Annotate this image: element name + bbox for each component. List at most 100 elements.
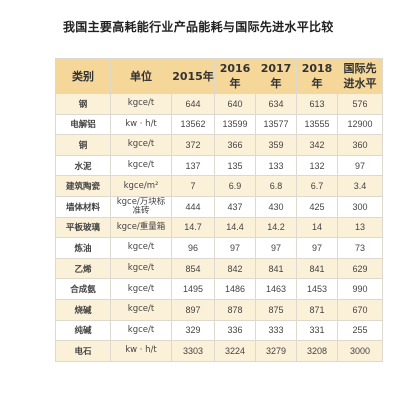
value-2016: 842 xyxy=(214,257,256,280)
table-row: 炼油 kgce/t 96 97 97 97 73 xyxy=(55,237,383,259)
row-unit: kw · h/t xyxy=(110,113,172,136)
value-international: 629 xyxy=(337,257,383,280)
table-row: 纯碱 kgce/t 329 336 333 331 255 xyxy=(55,319,383,342)
table-row: 墙体材料 kgce/万块标 准砖 444 437 430 425 300 xyxy=(55,195,383,218)
row-unit: kgce/t xyxy=(110,298,172,321)
value-2018: 342 xyxy=(296,134,338,156)
value-international: 97 xyxy=(337,154,383,177)
header-2017-label: 2017年 xyxy=(260,61,292,90)
value-international: 670 xyxy=(337,298,383,321)
row-unit: kgce/重量箱 xyxy=(110,216,172,239)
value-2018: 331 xyxy=(296,319,338,342)
value-2018: 841 xyxy=(296,257,338,280)
value-2015: 7 xyxy=(171,175,215,197)
value-2015: 1495 xyxy=(171,278,215,300)
value-2017: 841 xyxy=(255,257,297,280)
value-international: 360 xyxy=(337,134,383,156)
header-category: 类别 xyxy=(55,58,111,94)
table-row: 合成氨 kgce/t 1495 1486 1463 1453 990 xyxy=(55,278,383,300)
value-2016: 6.9 xyxy=(214,175,256,197)
value-2017: 634 xyxy=(255,93,297,115)
value-2016: 1486 xyxy=(214,278,256,300)
value-2015: 329 xyxy=(171,319,215,342)
value-2015: 372 xyxy=(171,134,215,156)
header-2017: 2017年 xyxy=(255,58,297,94)
row-category: 电解铝 xyxy=(55,113,111,136)
value-2015: 137 xyxy=(171,154,215,177)
value-international: 576 xyxy=(337,93,383,115)
row-unit: kgce/万块标 准砖 xyxy=(110,195,172,218)
table-title: 我国主要高耗能行业产品能耗与国际先进水平比较 xyxy=(63,20,334,34)
value-2015: 3303 xyxy=(171,340,215,362)
table-row: 电解铝 kw · h/t 13562 13599 13577 13555 12900 xyxy=(55,113,383,136)
value-2015: 14.7 xyxy=(171,216,215,239)
header-2018: 2018年 xyxy=(296,58,338,94)
value-2017: 6.8 xyxy=(255,175,297,197)
value-2015: 854 xyxy=(171,257,215,280)
value-2017: 875 xyxy=(255,298,297,321)
row-category: 纯碱 xyxy=(55,319,111,342)
row-unit: kw · h/t xyxy=(110,340,172,362)
row-category: 平板玻璃 xyxy=(55,216,111,239)
value-2018: 97 xyxy=(296,237,338,259)
value-2016: 336 xyxy=(214,319,256,342)
row-category: 烧碱 xyxy=(55,298,111,321)
value-2016: 13599 xyxy=(214,113,256,136)
table-row: 乙烯 kgce/t 854 842 841 841 629 xyxy=(55,257,383,280)
value-2018: 1453 xyxy=(296,278,338,300)
header-international-level: 国际先 进水平 xyxy=(337,58,383,94)
row-unit: kgce/m² xyxy=(110,175,172,197)
value-2016: 437 xyxy=(214,195,256,218)
value-2018: 6.7 xyxy=(296,175,338,197)
row-unit: kgce/t xyxy=(110,278,172,300)
table-row: 建筑陶瓷 kgce/m² 7 6.9 6.8 6.7 3.4 xyxy=(55,175,383,197)
row-unit: kgce/t xyxy=(110,93,172,115)
table-row: 烧碱 kgce/t 897 878 875 871 670 xyxy=(55,298,383,321)
value-2016: 135 xyxy=(214,154,256,177)
header-2015: 2015年 xyxy=(171,58,215,94)
row-category: 铜 xyxy=(55,134,111,156)
value-2017: 13577 xyxy=(255,113,297,136)
value-international: 3.4 xyxy=(337,175,383,197)
value-2015: 13562 xyxy=(171,113,215,136)
value-international: 990 xyxy=(337,278,383,300)
value-2015: 96 xyxy=(171,237,215,259)
value-2016: 3224 xyxy=(214,340,256,362)
table-row: 平板玻璃 kgce/重量箱 14.7 14.4 14.2 14 13 xyxy=(55,216,383,239)
row-unit: kgce/t xyxy=(110,237,172,259)
value-2015: 897 xyxy=(171,298,215,321)
value-2017: 359 xyxy=(255,134,297,156)
row-category: 墙体材料 xyxy=(55,195,111,218)
value-2017: 3279 xyxy=(255,340,297,362)
row-category: 电石 xyxy=(55,340,111,362)
value-2015: 644 xyxy=(171,93,215,115)
value-2018: 132 xyxy=(296,154,338,177)
header-2016: 2016年 xyxy=(214,58,256,94)
header-row: 类别 单位 2015年 2016年 2017年 2018年 国际先 进水平 xyxy=(55,58,383,94)
row-category: 合成氨 xyxy=(55,278,111,300)
row-category: 建筑陶瓷 xyxy=(55,175,111,197)
table-row: 钢 kgce/t 644 640 634 613 576 xyxy=(55,93,383,115)
value-international: 73 xyxy=(337,237,383,259)
table-row: 电石 kw · h/t 3303 3224 3279 3208 3000 xyxy=(55,340,383,362)
table-row: 铜 kgce/t 372 366 359 342 360 xyxy=(55,134,383,156)
row-category: 乙烯 xyxy=(55,257,111,280)
value-international: 3000 xyxy=(337,340,383,362)
value-international: 13 xyxy=(337,216,383,239)
value-2017: 14.2 xyxy=(255,216,297,239)
value-2018: 871 xyxy=(296,298,338,321)
row-category: 水泥 xyxy=(55,154,111,177)
value-international: 12900 xyxy=(337,113,383,136)
value-2017: 1463 xyxy=(255,278,297,300)
value-2018: 425 xyxy=(296,195,338,218)
row-unit: kgce/t xyxy=(110,319,172,342)
value-2018: 3208 xyxy=(296,340,338,362)
table-row: 水泥 kgce/t 137 135 133 132 97 xyxy=(55,154,383,177)
value-2016: 14.4 xyxy=(214,216,256,239)
row-category: 钢 xyxy=(55,93,111,115)
value-2016: 366 xyxy=(214,134,256,156)
value-international: 300 xyxy=(337,195,383,218)
row-unit: kgce/t xyxy=(110,257,172,280)
row-category: 炼油 xyxy=(55,237,111,259)
